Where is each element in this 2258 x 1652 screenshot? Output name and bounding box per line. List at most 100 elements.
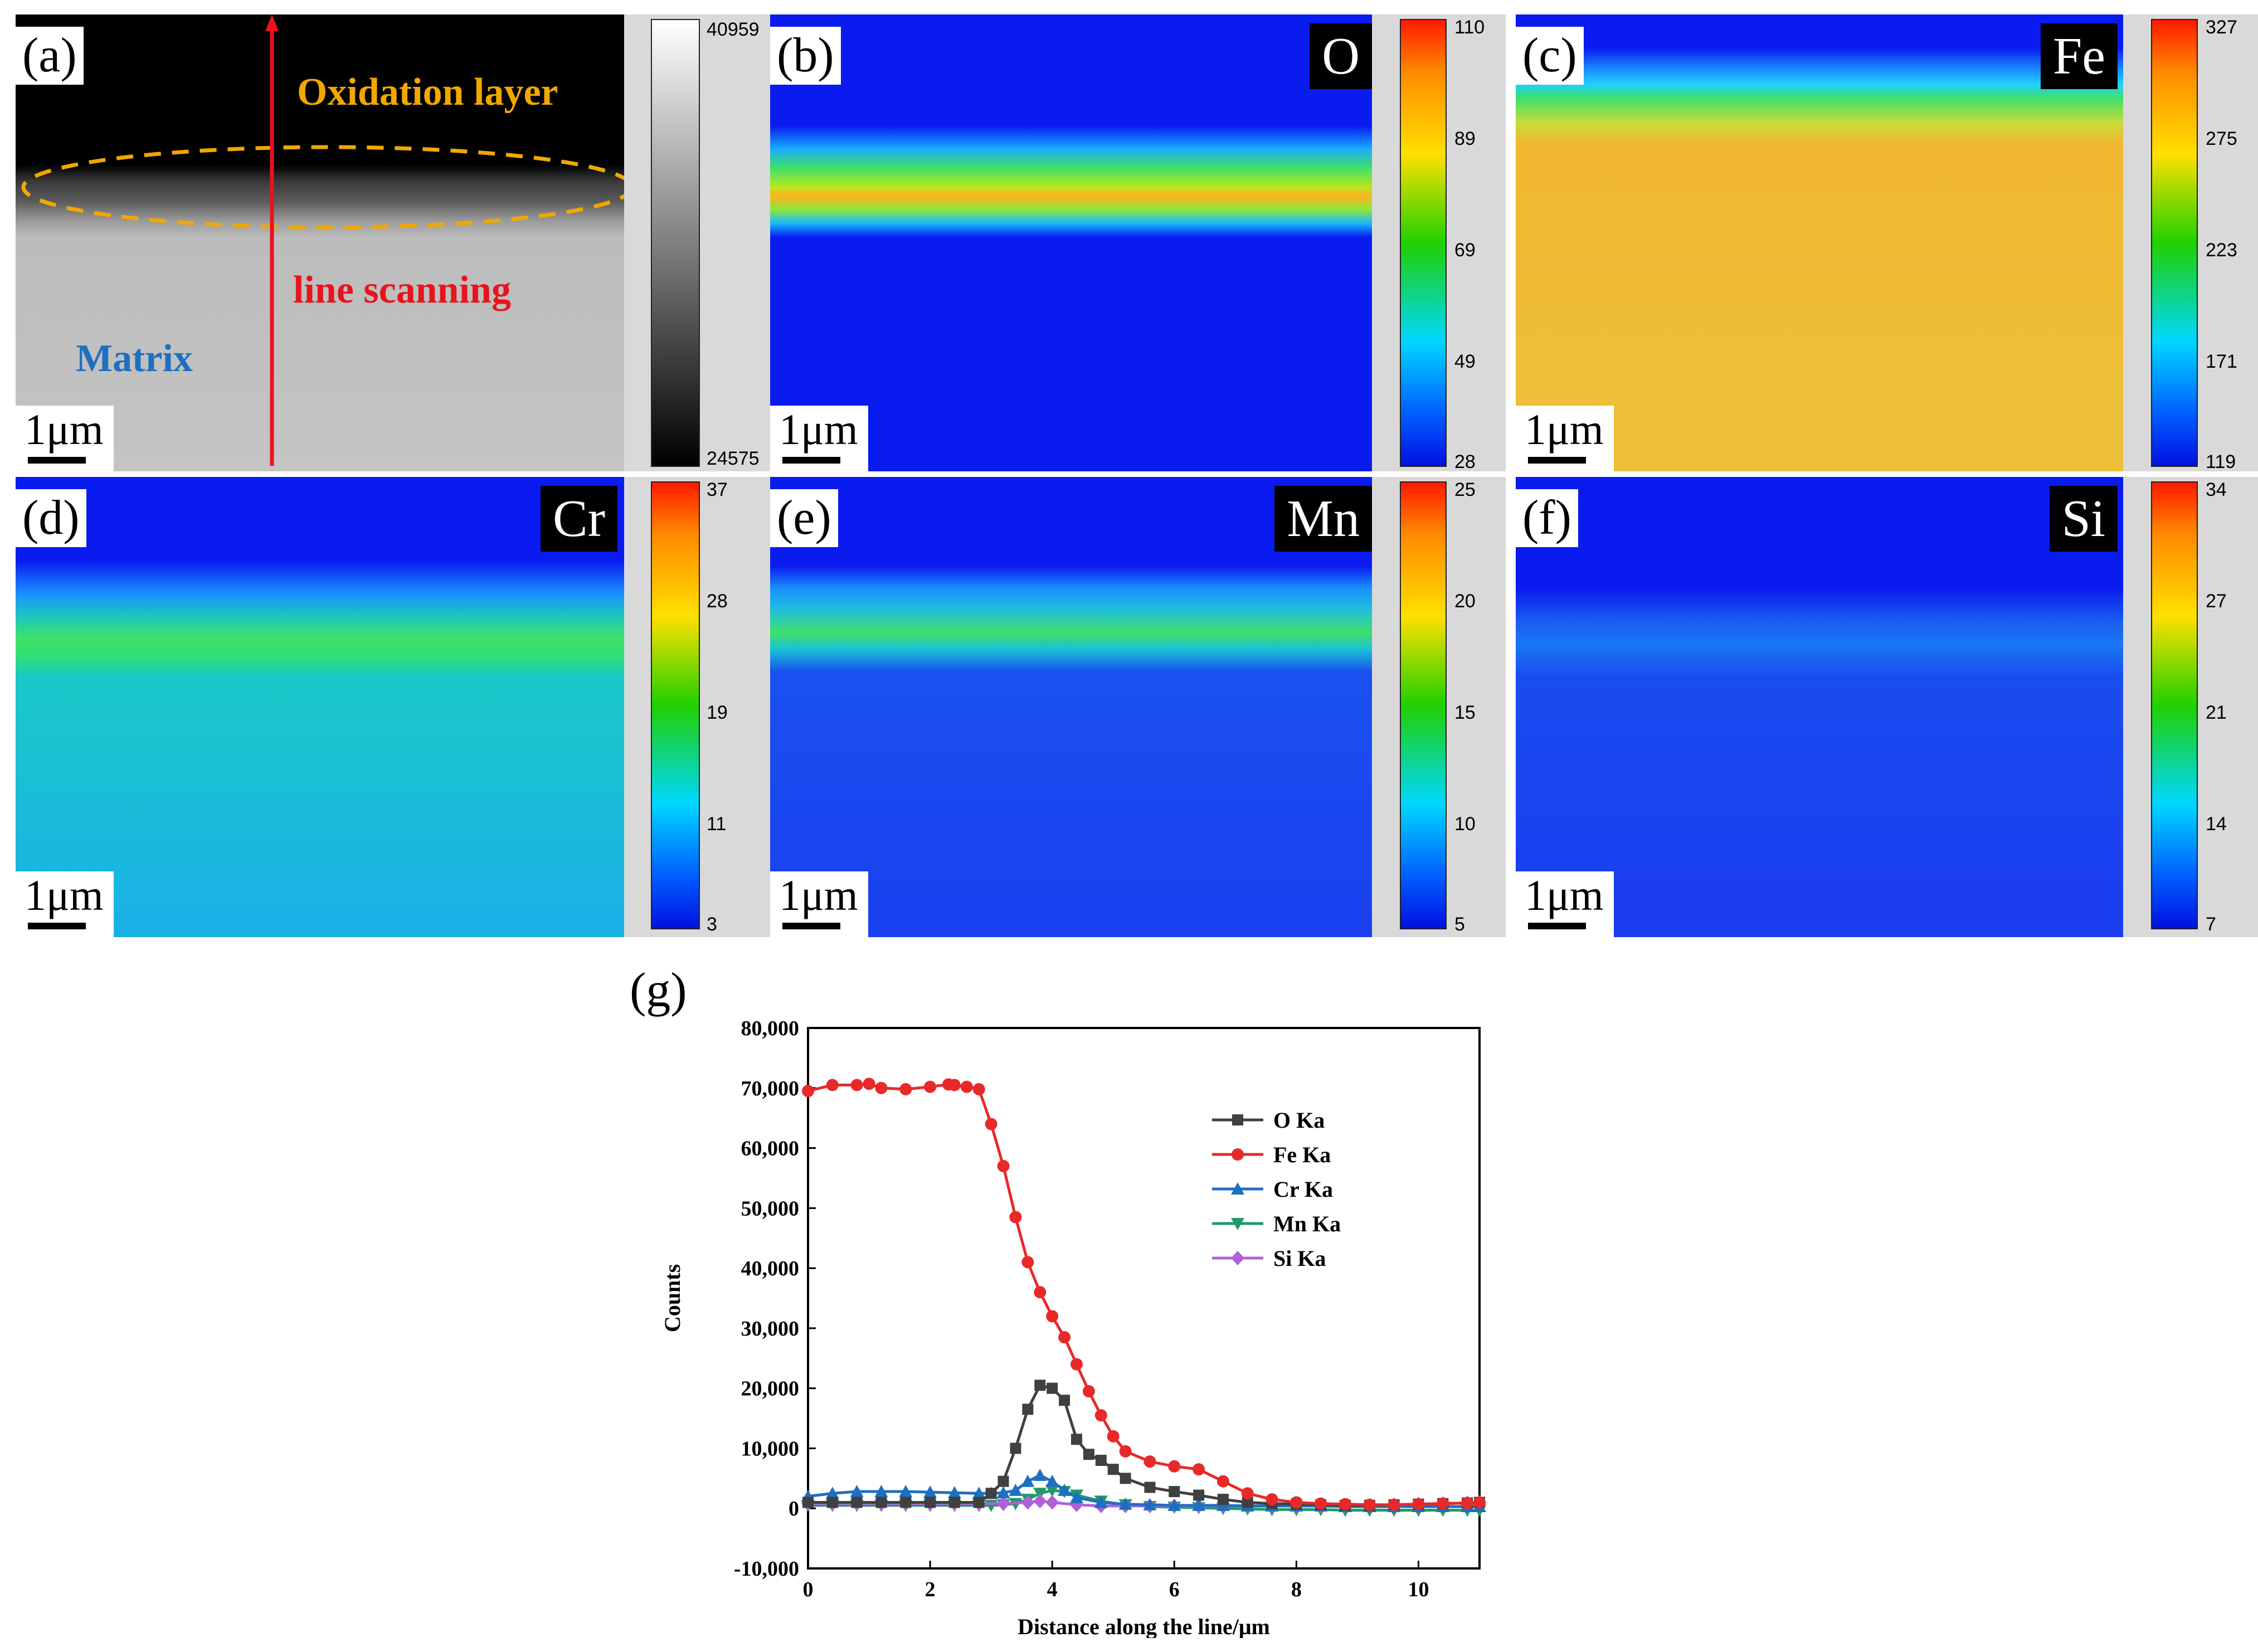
data-point-cr-ka xyxy=(923,1485,937,1498)
data-point-fe-ka xyxy=(1193,1463,1205,1476)
data-point-fe-ka xyxy=(997,1159,1010,1172)
data-point-cr-ka xyxy=(1167,1498,1181,1511)
data-point-fe-ka xyxy=(1021,1256,1034,1269)
data-point-o-ka xyxy=(826,1497,838,1508)
panel-c-tick-1: 275 xyxy=(2206,128,2237,149)
panel-d-scale-bar: 1μm xyxy=(16,871,114,937)
panel-b-tick-2: 69 xyxy=(1454,240,1476,261)
panel-e-tick-1: 20 xyxy=(1454,591,1476,612)
data-point-fe-ka xyxy=(960,1080,973,1093)
data-point-o-ka xyxy=(851,1497,863,1508)
data-point-fe-ka xyxy=(1168,1460,1181,1473)
data-point-o-ka xyxy=(802,1497,814,1508)
data-point-fe-ka xyxy=(1046,1310,1059,1323)
panel-f-colorbar xyxy=(2151,481,2198,929)
data-point-o-ka xyxy=(1242,1497,1253,1508)
data-point-cr-ka xyxy=(825,1487,839,1499)
panel-b-tick-3: 49 xyxy=(1454,351,1476,372)
data-point-fe-ka xyxy=(1107,1430,1120,1443)
data-point-fe-ka xyxy=(1070,1358,1083,1371)
data-point-o-ka xyxy=(924,1497,936,1508)
data-point-cr-ka xyxy=(1058,1483,1072,1496)
panel-c-tick-4: 119 xyxy=(2206,451,2236,471)
panel-e-mn-map xyxy=(770,477,1372,937)
data-point-cr-ka xyxy=(850,1485,864,1498)
panel-c-tick-3: 171 xyxy=(2206,351,2237,372)
panel-d-tick-4: 3 xyxy=(707,914,717,935)
data-point-fe-ka xyxy=(1388,1498,1400,1511)
data-point-fe-ka xyxy=(863,1078,875,1090)
x-tick-label: 0 xyxy=(803,1578,814,1601)
data-point-fe-ka xyxy=(1216,1475,1229,1488)
panel-d-scale-line xyxy=(28,923,86,929)
series-line-o-ka xyxy=(808,1383,1480,1507)
data-point-o-ka xyxy=(973,1497,985,1508)
panel-d: (d) Cr 1μm 37 28 19 11 3 xyxy=(16,477,773,937)
panel-d-element-label: Cr xyxy=(541,486,617,552)
line-scan-arrow-head xyxy=(265,14,279,31)
data-point-fe-ka xyxy=(850,1079,863,1091)
data-point-o-ka xyxy=(1071,1434,1082,1445)
panel-g-label: (g) xyxy=(630,962,687,1020)
panel-d-tick-1: 28 xyxy=(707,591,728,612)
panel-d-tick-3: 11 xyxy=(707,813,727,835)
series-line-fe-ka xyxy=(807,1082,1480,1507)
data-point-o-ka xyxy=(1059,1395,1070,1406)
data-point-fe-ka xyxy=(1437,1497,1449,1510)
data-point-fe-ka xyxy=(1473,1496,1486,1509)
panel-b-tick-1: 89 xyxy=(1454,128,1476,149)
panel-f-element-label: Si xyxy=(2049,486,2118,552)
data-point-si-ka xyxy=(1045,1495,1059,1510)
panel-f-label: (f) xyxy=(1516,489,1578,547)
data-point-si-ka xyxy=(1033,1494,1047,1509)
data-point-o-ka xyxy=(1047,1382,1058,1394)
panel-b-colorbar xyxy=(1400,19,1447,467)
panel-f-si-map xyxy=(1516,477,2123,937)
panel-d-scale-text: 1μm xyxy=(25,871,104,919)
data-point-fe-ka xyxy=(1009,1211,1022,1224)
panel-a: (a) Oxidation layer line scanning Matrix… xyxy=(16,14,773,471)
data-point-fe-ka xyxy=(1094,1409,1107,1422)
data-point-fe-ka xyxy=(826,1079,839,1091)
data-point-cr-ka xyxy=(947,1486,961,1499)
data-point-si-ka xyxy=(996,1496,1010,1511)
data-point-o-ka xyxy=(1144,1482,1156,1493)
panel-e-scale-text: 1μm xyxy=(779,871,858,919)
data-point-fe-ka xyxy=(875,1081,888,1094)
data-point-o-ka xyxy=(1120,1473,1131,1484)
y-tick-label: -10,000 xyxy=(734,1557,799,1581)
data-point-cr-ka xyxy=(1045,1474,1059,1487)
panel-f: (f) Si 1μm 34 27 21 14 7 xyxy=(1516,477,2258,937)
matrix-annotation: Matrix xyxy=(76,337,193,380)
data-point-fe-ka xyxy=(948,1079,961,1091)
panel-f-scale-line xyxy=(1528,923,1586,929)
data-point-cr-ka xyxy=(1143,1498,1157,1510)
data-point-fe-ka xyxy=(1034,1286,1047,1299)
y-tick-label: 50,000 xyxy=(741,1197,800,1220)
panel-e-scale-line xyxy=(782,923,840,929)
panel-b-tick-4: 28 xyxy=(1454,451,1476,471)
data-point-fe-ka xyxy=(1339,1498,1351,1510)
data-point-o-ka xyxy=(1095,1455,1107,1466)
data-point-o-ka xyxy=(997,1475,1009,1487)
panel-c-colorbar xyxy=(2151,19,2198,467)
legend-label-si-ka: Si Ka xyxy=(1273,1246,1326,1271)
legend-marker-o-ka xyxy=(1232,1114,1243,1125)
panel-f-tick-1: 27 xyxy=(2206,591,2227,612)
panel-a-colorbar-min: 24575 xyxy=(707,448,760,469)
data-point-o-ka xyxy=(1083,1449,1094,1460)
data-point-fe-ka xyxy=(1412,1498,1425,1510)
data-point-fe-ka xyxy=(1058,1331,1071,1344)
panel-f-scale-text: 1μm xyxy=(1525,871,1604,919)
panel-c-scale-bar: 1μm xyxy=(1516,406,1614,471)
legend-marker-fe-ka xyxy=(1232,1148,1244,1161)
panel-c: (c) Fe 1μm 327 275 223 171 119 xyxy=(1516,14,2258,471)
y-tick-label: 70,000 xyxy=(741,1077,800,1100)
panel-d-label: (d) xyxy=(16,489,86,547)
data-point-cr-ka xyxy=(1094,1495,1108,1508)
panel-e-tick-3: 10 xyxy=(1454,813,1476,835)
x-tick-label: 6 xyxy=(1169,1578,1180,1601)
data-point-o-ka xyxy=(875,1497,887,1508)
data-point-fe-ka xyxy=(802,1085,814,1098)
panel-c-scale-line xyxy=(1528,457,1586,464)
